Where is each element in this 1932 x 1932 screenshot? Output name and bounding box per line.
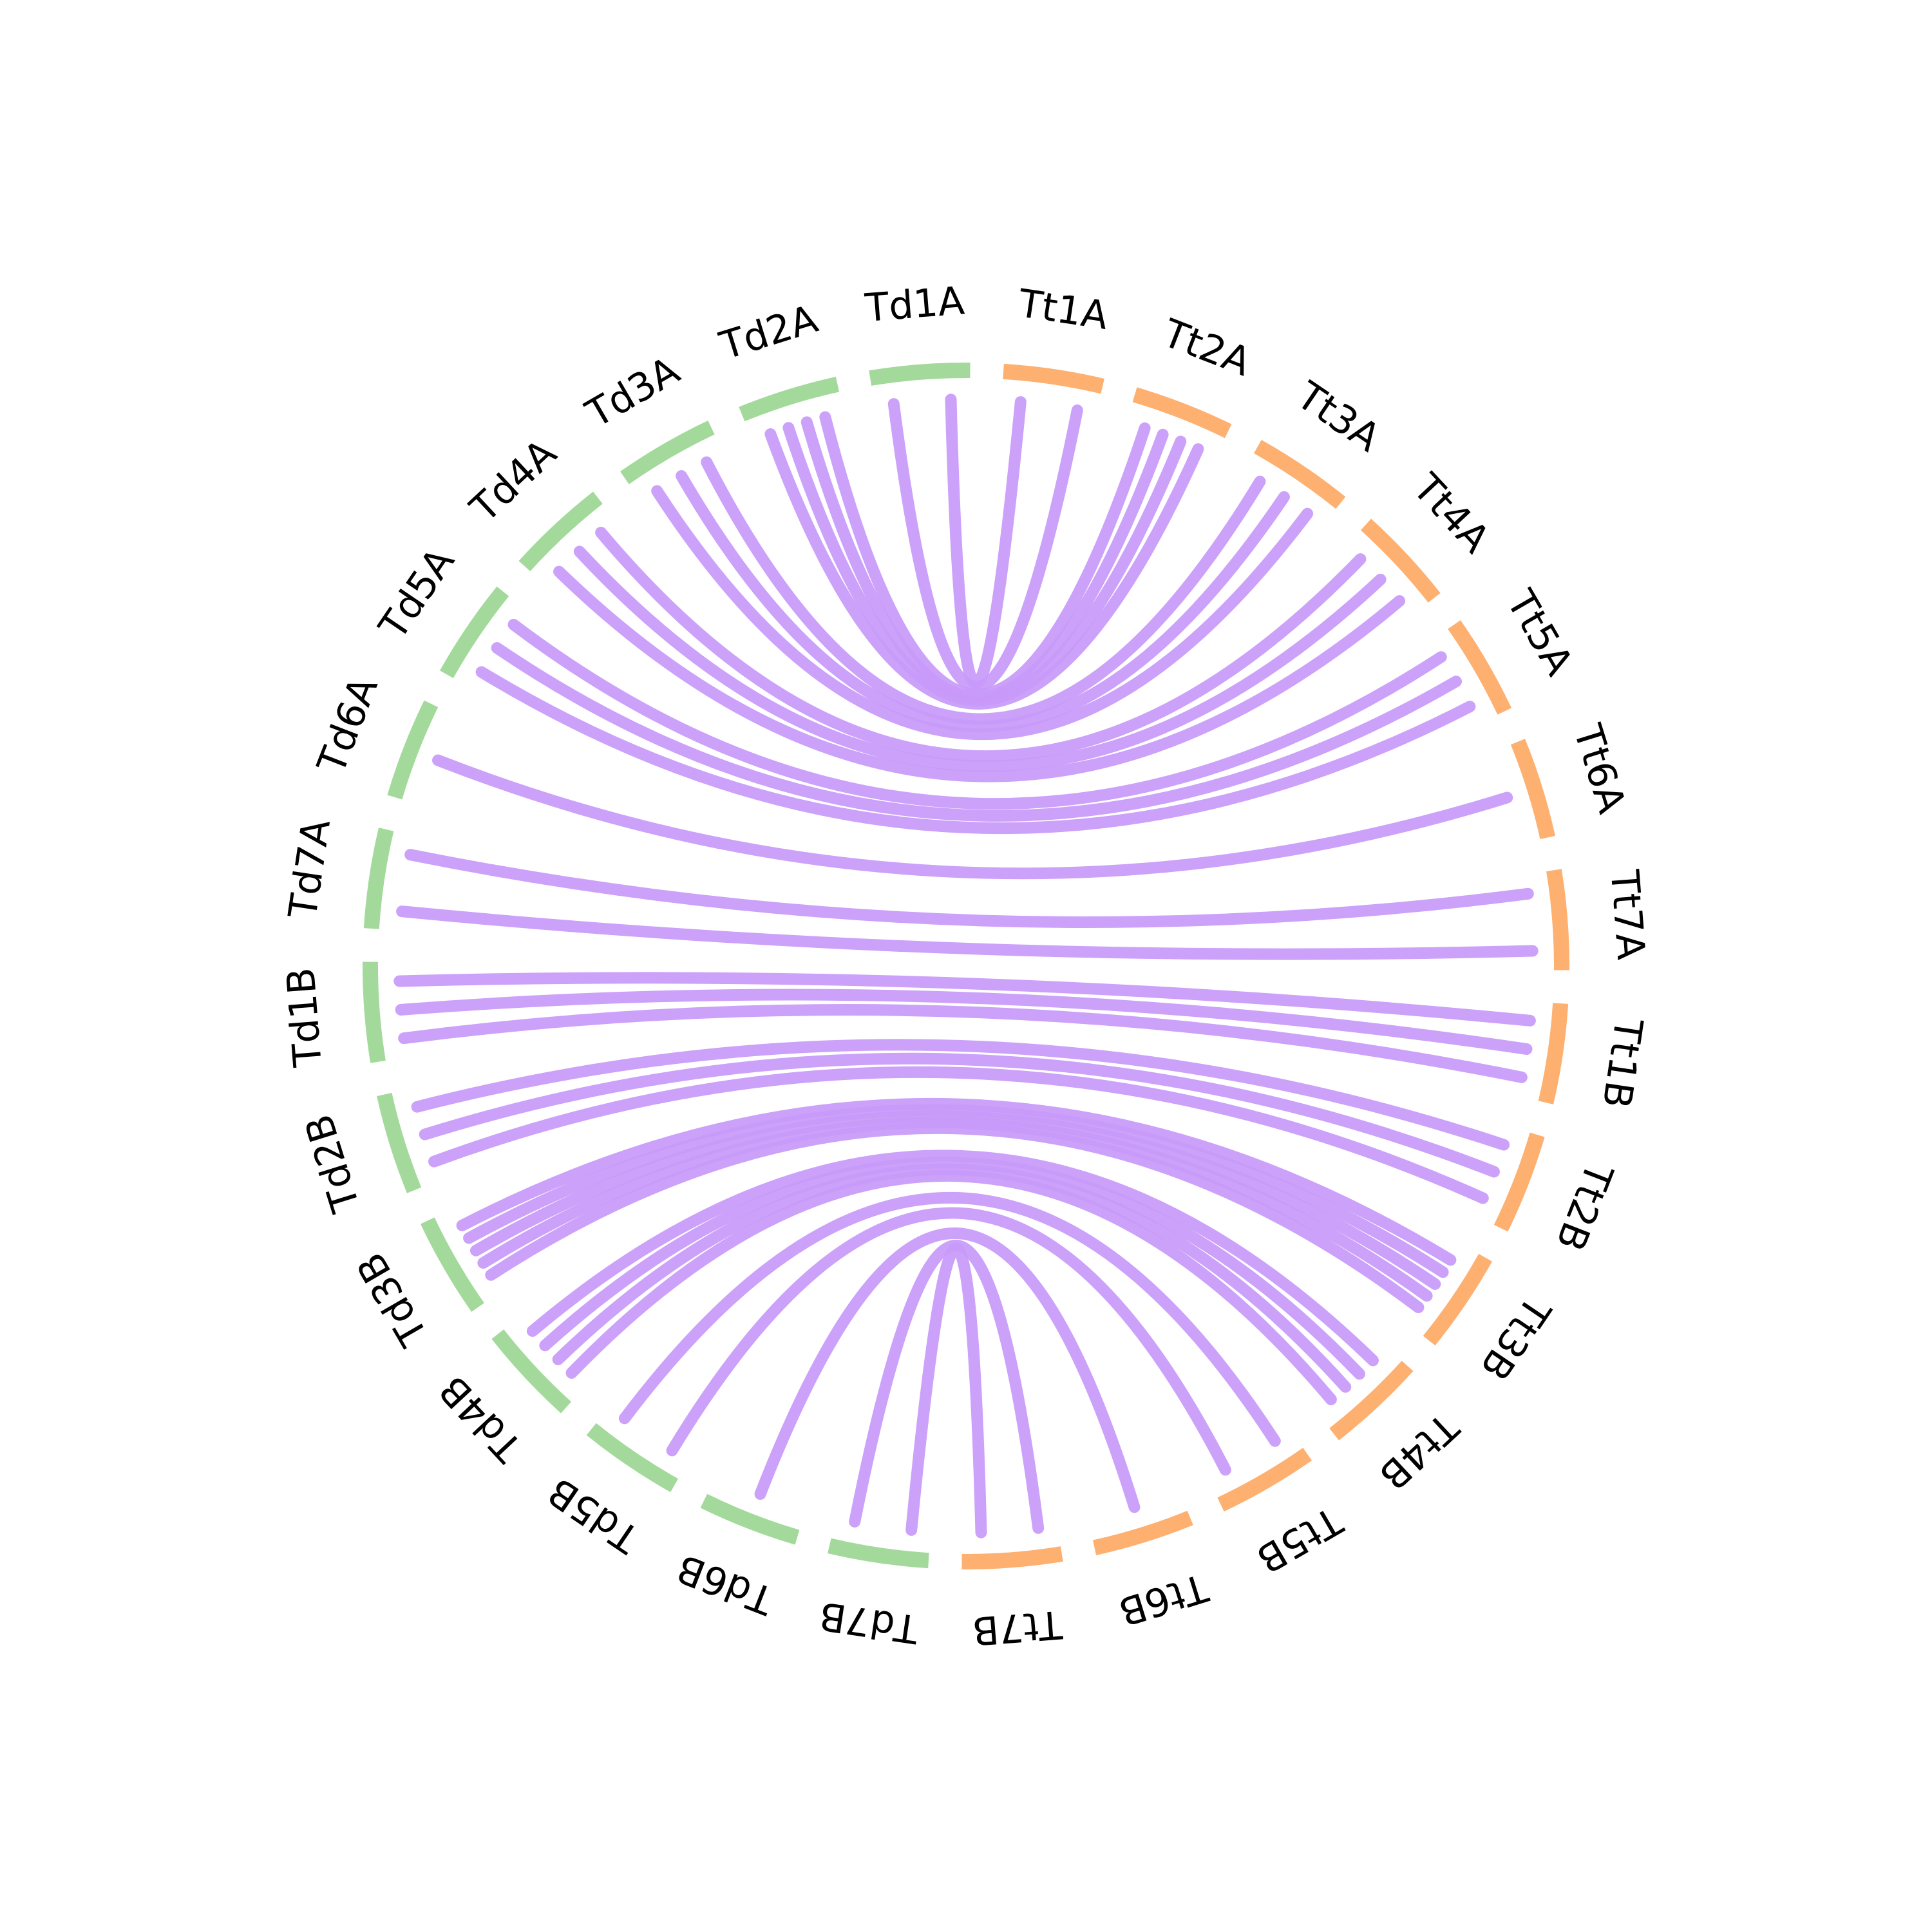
- synteny-link-td3a-tt3a-2: [676, 469, 1290, 732]
- chromosome-arc-tt5a: [1448, 620, 1512, 715]
- synteny-link-td7b-tt7b-2: [849, 1239, 1045, 1534]
- chromosome-label-td5b: Td5B: [540, 1468, 648, 1562]
- chromosome-label-tt2b: Tt2B: [1547, 1156, 1622, 1256]
- synteny-link-td3a-tt3a-1: [651, 485, 1314, 741]
- chromosome-arc-td1a: [869, 363, 971, 386]
- chromosome-arc-tt1b: [1538, 1003, 1569, 1104]
- chromosome-label-tt4b: Tt4B: [1370, 1403, 1468, 1498]
- synteny-link-td3b-tt3b-1: [485, 1122, 1425, 1314]
- chromosome-label-td2a: Td2A: [714, 296, 823, 369]
- chromosome-arc-td3a: [620, 420, 715, 484]
- chromosome-arc-tt5b: [1217, 1448, 1312, 1512]
- synteny-link-td5a-tt5a-3: [507, 618, 1447, 810]
- synteny-link-td4a-tt4a-2: [573, 545, 1387, 772]
- synteny-link-td4b-tt4b-4: [526, 1150, 1379, 1367]
- chromosome-arcs: [363, 363, 1569, 1569]
- synteny-link-td6b-tt6b-1: [754, 1227, 1141, 1513]
- chromosome-label-tt7a: Tt7A: [1602, 867, 1654, 961]
- synteny-link-td3b-tt3b-3: [469, 1110, 1441, 1290]
- synteny-links: [393, 393, 1539, 1539]
- synteny-link-td1b-tt1b-3: [393, 972, 1536, 1027]
- chromosome-label-td7a: Td7A: [280, 817, 339, 922]
- synteny-link-td5a-tt5a-2: [491, 642, 1462, 822]
- synteny-link-td1b-tt1b-1: [398, 1004, 1528, 1083]
- chromosome-arc-tt2b: [1493, 1132, 1545, 1232]
- chromosome-arc-td6b: [700, 1493, 800, 1545]
- synteny-link-td3a-tt3a-3: [701, 456, 1266, 725]
- chromosome-arc-tt4a: [1360, 518, 1441, 603]
- chromosome-label-td1a: Td1A: [863, 278, 966, 331]
- synteny-link-td1b-tt1b-2: [395, 989, 1533, 1055]
- synteny-link-td4b-tt4b-2: [552, 1163, 1352, 1393]
- chromosome-label-td3b: Td3B: [348, 1245, 437, 1354]
- synteny-link-td1a-tt1a-2: [945, 393, 1027, 689]
- synteny-link-td2b-tt2b-2: [419, 1052, 1500, 1178]
- chromosome-label-tt6b: Tt6B: [1113, 1564, 1213, 1634]
- chromosome-arc-td4b: [491, 1329, 572, 1414]
- chromosome-label-tt5b: Tt5B: [1249, 1497, 1350, 1582]
- synteny-link-td7a-tt7a-1: [396, 905, 1539, 960]
- synteny-link-td6a-tt6a-1: [432, 754, 1513, 880]
- chromosome-label-td2b: Td2B: [296, 1109, 369, 1218]
- chromosome-label-tt6a: Tt6A: [1564, 719, 1634, 819]
- synteny-link-td5b-tt5b-1: [666, 1207, 1231, 1476]
- chromosome-arc-tt6a: [1510, 739, 1555, 840]
- chromosome-arc-td1b: [363, 961, 386, 1063]
- synteny-link-td7a-tt7a-2: [404, 849, 1534, 928]
- chromosome-label-tt4a: Tt4A: [1403, 465, 1498, 562]
- synteny-link-td5b-tt5b-2: [618, 1191, 1281, 1447]
- chromosome-label-tt5a: Tt5A: [1497, 582, 1582, 683]
- synteny-link-td4b-tt4b-1: [565, 1170, 1337, 1406]
- chromosome-label-td4a: Td4A: [462, 431, 565, 532]
- chromosome-label-td6b: Td6B: [671, 1545, 781, 1624]
- chromosome-arc-tt6b: [1092, 1510, 1193, 1555]
- chromosome-arc-tt4b: [1329, 1360, 1414, 1441]
- chromosome-label-tt7b: Tt7B: [971, 1602, 1065, 1654]
- chromosome-label-tt2a: Tt2A: [1156, 310, 1256, 385]
- chromosome-arc-td2a: [739, 377, 840, 422]
- chromosome-label-tt1a: Tt1A: [1015, 281, 1111, 339]
- chromosome-label-tt3a: Tt3A: [1288, 373, 1388, 461]
- synteny-link-td4a-tt4a-1: [553, 565, 1406, 782]
- chromosome-arc-td7b: [828, 1538, 929, 1569]
- chromosome-arc-td2b: [377, 1092, 422, 1193]
- synteny-link-td3b-tt3b-5: [456, 1098, 1457, 1266]
- chromosome-label-td6a: Td6A: [308, 671, 386, 781]
- chromosome-arc-tt2a: [1132, 387, 1232, 439]
- synteny-link-td4b-tt4b-3: [539, 1157, 1365, 1380]
- chromosome-arc-tt7a: [1546, 869, 1569, 971]
- chromosome-label-td3a: Td3A: [578, 348, 687, 437]
- chromosome-arc-td3b: [420, 1217, 484, 1312]
- synteny-link-td5a-tt5a-1: [475, 666, 1476, 834]
- chromosome-arc-td6a: [387, 700, 439, 800]
- chromosome-arc-td7a: [363, 828, 394, 929]
- synteny-link-td3b-tt3b-2: [477, 1116, 1433, 1302]
- chromosome-arc-tt3a: [1254, 439, 1346, 509]
- synteny-link-td2b-tt2b-3: [411, 1039, 1510, 1151]
- chromosome-label-td1b: Td1B: [278, 966, 331, 1069]
- chromosome-arc-tt1a: [1003, 363, 1104, 394]
- chromosome-label-tt3b: Tt3B: [1471, 1288, 1559, 1388]
- chromosome-arc-tt3b: [1423, 1254, 1493, 1346]
- chromosome-arc-td5a: [439, 586, 509, 678]
- chromosome-label-tt1b: Tt1B: [1593, 1015, 1651, 1111]
- synteny-link-td4a-tt4a-3: [595, 526, 1367, 762]
- chromosome-label-td4b: Td4B: [431, 1367, 532, 1470]
- chromosome-label-td7b: Td7B: [817, 1593, 922, 1652]
- synteny-link-td3b-tt3b-4: [463, 1104, 1449, 1278]
- chromosome-arc-td4a: [518, 491, 603, 572]
- chromosome-arc-td5b: [586, 1423, 678, 1493]
- chromosome-arc-tt7b: [961, 1546, 1063, 1569]
- chromosome-label-td5a: Td5A: [370, 540, 464, 649]
- synteny-link-td2b-tt2b-1: [428, 1066, 1489, 1204]
- synteny-link-td2a-tt2a-4: [819, 411, 1151, 701]
